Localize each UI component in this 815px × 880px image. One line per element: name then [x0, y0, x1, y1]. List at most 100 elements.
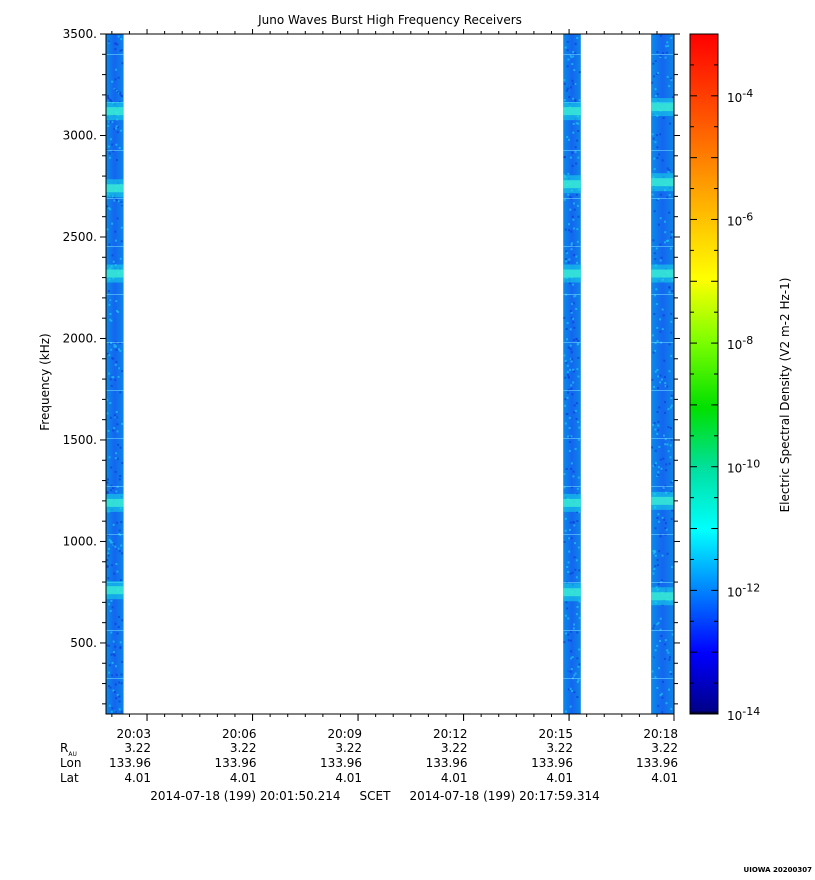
- noise-speck: [655, 134, 658, 137]
- noise-speck: [567, 223, 570, 226]
- noise-speck: [660, 378, 663, 381]
- noise-speck: [667, 44, 670, 47]
- noise-speck: [113, 427, 116, 430]
- noise-speck: [574, 82, 577, 85]
- y-tick-label: 2000.: [63, 331, 97, 345]
- noise-speck: [668, 688, 671, 691]
- burst-streak: [563, 582, 581, 583]
- noise-speck: [119, 475, 122, 478]
- noise-speck: [109, 318, 112, 321]
- noise-speck: [571, 393, 574, 396]
- noise-speck: [571, 151, 574, 154]
- noise-speck: [664, 231, 667, 234]
- noise-speck: [656, 411, 659, 414]
- noise-speck: [653, 168, 656, 171]
- noise-speck: [565, 601, 568, 604]
- noise-speck: [108, 664, 111, 667]
- noise-speck: [663, 658, 666, 661]
- noise-speck: [115, 452, 118, 455]
- noise-speck: [564, 228, 567, 231]
- noise-speck: [659, 330, 662, 333]
- noise-speck: [670, 517, 673, 520]
- noise-speck: [112, 376, 115, 379]
- noise-speck: [114, 198, 117, 201]
- noise-speck: [114, 378, 117, 381]
- y-axis-label: Frequency (kHz): [38, 333, 52, 431]
- noise-speck: [108, 243, 111, 246]
- noise-speck: [107, 577, 110, 580]
- noise-speck: [667, 171, 670, 174]
- noise-speck: [115, 697, 118, 700]
- noise-speck: [115, 349, 118, 352]
- noise-speck: [566, 373, 569, 376]
- burst-streak: [651, 438, 674, 439]
- noise-speck: [565, 710, 568, 713]
- noise-speck: [576, 37, 579, 40]
- noise-speck: [578, 663, 581, 666]
- noise-speck: [574, 409, 577, 412]
- noise-speck: [654, 449, 657, 452]
- noise-speck: [664, 401, 667, 404]
- noise-speck: [653, 312, 656, 315]
- noise-speck: [651, 193, 654, 196]
- noise-speck: [576, 511, 579, 514]
- noise-speck: [106, 352, 109, 355]
- noise-speck: [667, 651, 670, 654]
- noise-speck: [109, 378, 112, 381]
- noise-speck: [114, 710, 117, 713]
- noise-speck: [576, 343, 579, 346]
- noise-speck: [668, 658, 671, 661]
- noise-speck: [575, 337, 578, 340]
- noise-speck: [570, 467, 573, 470]
- noise-speck: [572, 475, 575, 478]
- noise-speck: [565, 260, 568, 263]
- noise-speck: [573, 254, 576, 257]
- noise-speck: [108, 603, 111, 606]
- noise-speck: [657, 375, 660, 378]
- noise-speck: [670, 236, 673, 239]
- noise-speck: [664, 438, 667, 441]
- noise-speck: [656, 340, 659, 343]
- noise-speck: [106, 205, 109, 208]
- noise-speck: [657, 471, 660, 474]
- noise-speck: [116, 693, 119, 696]
- noise-speck: [114, 48, 117, 51]
- noise-speck: [578, 71, 581, 74]
- burst-streak: [563, 198, 581, 199]
- noise-speck: [658, 550, 661, 553]
- noise-speck: [118, 700, 121, 703]
- noise-speck: [577, 438, 580, 441]
- noise-speck: [572, 521, 575, 524]
- noise-speck: [662, 457, 665, 460]
- noise-speck: [569, 572, 572, 575]
- noise-speck: [651, 81, 654, 84]
- noise-speck: [568, 282, 571, 285]
- noise-speck: [112, 260, 115, 263]
- noise-speck: [574, 568, 577, 571]
- noise-speck: [110, 466, 113, 469]
- noise-speck: [109, 208, 112, 211]
- noise-speck: [564, 46, 567, 49]
- y-tick-label: 1000.: [63, 534, 97, 548]
- noise-speck: [111, 143, 114, 146]
- noise-speck: [660, 256, 663, 259]
- ephemeris-value: 133.96: [320, 756, 363, 770]
- noise-speck: [117, 76, 120, 79]
- noise-speck: [578, 648, 581, 651]
- noise-speck: [114, 545, 117, 548]
- noise-speck: [659, 193, 662, 196]
- noise-speck: [666, 167, 669, 170]
- noise-speck: [566, 87, 569, 90]
- noise-speck: [657, 223, 660, 226]
- noise-speck: [663, 518, 666, 521]
- noise-speck: [657, 667, 660, 670]
- noise-speck: [668, 85, 671, 88]
- noise-speck: [655, 586, 658, 589]
- ephemeris-value: 4.01: [229, 771, 257, 785]
- colorbar-tick-label: 10-6: [727, 210, 753, 228]
- noise-speck: [651, 133, 654, 136]
- noise-speck: [113, 42, 116, 45]
- noise-speck: [565, 361, 568, 364]
- noise-speck: [654, 649, 657, 652]
- burst-streak: [563, 54, 581, 55]
